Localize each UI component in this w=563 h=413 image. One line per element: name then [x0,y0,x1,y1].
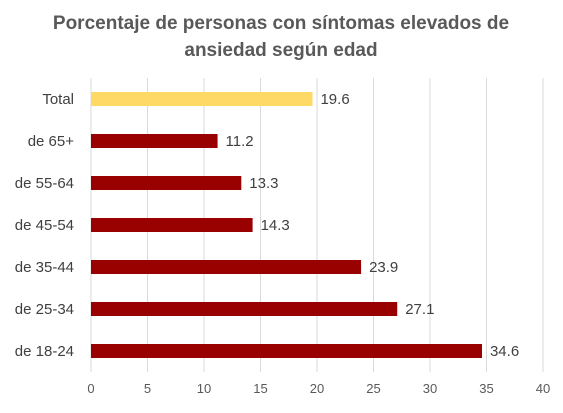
bar [91,134,218,148]
chart-title-line-2: ansiedad según edad [184,40,377,61]
x-tick-label: 15 [253,381,267,396]
data-label: 23.9 [369,259,398,276]
category-label: Total [42,91,74,108]
category-label: de 18-24 [15,343,74,360]
data-label: 19.6 [320,91,349,108]
data-label: 13.3 [249,175,278,192]
x-tick-label: 25 [366,381,380,396]
gridlines [90,78,544,372]
chart-title-line-1: Porcentaje de personas con síntomas elev… [53,13,509,34]
category-label: de 35-44 [15,259,74,276]
x-tick-label: 30 [423,381,437,396]
category-label: de 65+ [28,133,75,150]
data-label: 34.6 [490,343,519,360]
bar [91,260,362,274]
x-tick-label: 10 [197,381,211,396]
labels: Total 19.6 de 65+ 11.2 de 55-64 13.3 de 45-54 1… [15,91,519,360]
bar [91,92,313,106]
x-tick-label: 20 [310,381,324,396]
data-label: 27.1 [405,301,434,318]
category-label: de 55-64 [15,175,74,192]
x-tick-label: 40 [536,381,550,396]
bar [91,218,253,232]
data-label: 14.3 [261,217,290,234]
x-tick-label: 35 [479,381,493,396]
data-label: 11.2 [226,133,254,150]
bar [91,344,482,358]
category-label: de 45-54 [15,217,74,234]
bar [91,176,242,190]
x-tick-label: 5 [144,381,151,396]
bar [91,302,398,316]
category-label: de 25-34 [15,301,74,318]
x-tick-label: 0 [87,381,94,396]
bars [91,92,482,358]
x-axis-ticks: 0 5 10 15 20 25 30 35 40 [87,381,550,396]
